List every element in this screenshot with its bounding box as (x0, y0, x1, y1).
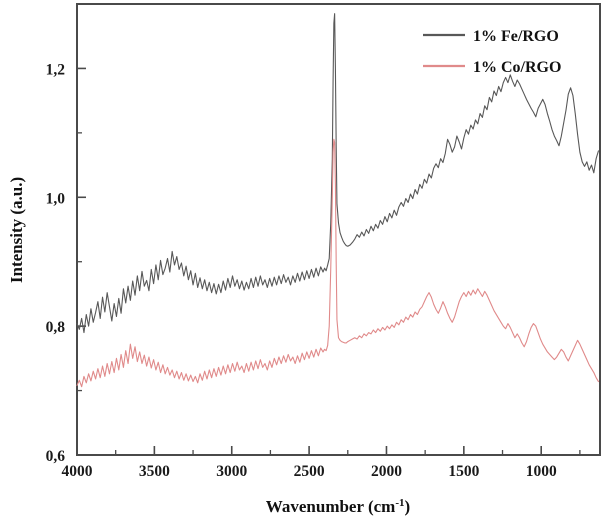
x-tick-label: 2000 (371, 463, 402, 480)
x-axis-tick-labels: 4000 3500 3000 2500 2000 1500 1000 (62, 463, 557, 480)
x-tick-label: 3000 (216, 463, 247, 480)
series-line-1-co-rgo (76, 138, 599, 388)
x-axis-title: Wavenumber (cm-1) (266, 497, 410, 516)
x-tick-label: 1500 (448, 463, 479, 480)
legend-label-0: 1% Fe/RGO (473, 28, 559, 45)
legend-label-1: 1% Co/RGO (473, 59, 561, 76)
series-line-1-fe-rgo (76, 13, 599, 334)
x-axis-title-close-paren: ) (405, 497, 411, 516)
y-tick-label: 1,2 (46, 61, 66, 78)
x-tick-label: 1000 (526, 463, 557, 480)
y-axis-tick-labels: 0,6 0,8 1,0 1,2 (46, 61, 66, 465)
y-tick-label: 0,8 (46, 319, 66, 336)
y-tick-label: 0,6 (46, 448, 66, 465)
y-axis-title: Intensity (a.u.) (7, 177, 26, 283)
y-tick-label: 1,0 (46, 190, 66, 207)
data-series-group (76, 13, 599, 388)
x-axis-title-superscript: -1 (395, 497, 404, 509)
plot-frame (76, 3, 601, 456)
x-tick-label: 4000 (62, 463, 93, 480)
chart-legend: 1% Fe/RGO 1% Co/RGO (423, 28, 561, 76)
x-axis-title-main: Wavenumber (cm (266, 497, 396, 516)
x-tick-label: 3500 (139, 463, 170, 480)
x-axis-ticks (76, 446, 581, 455)
x-tick-label: 2500 (294, 463, 325, 480)
